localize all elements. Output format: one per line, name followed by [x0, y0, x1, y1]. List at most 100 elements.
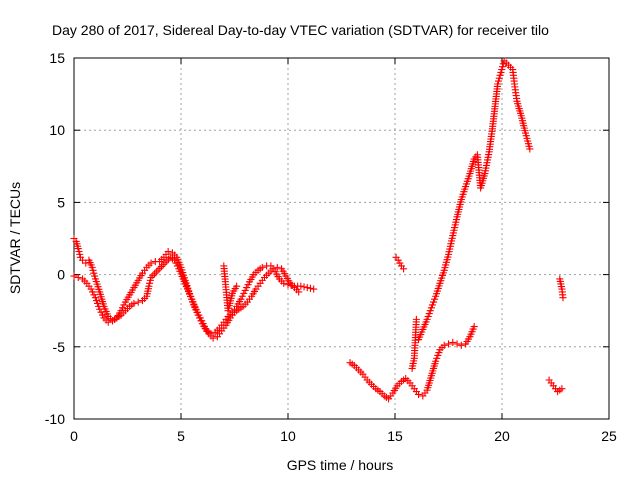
data-point [198, 317, 206, 325]
y-tick-label: -5 [53, 339, 66, 355]
data-point [452, 218, 460, 226]
data-point [438, 271, 447, 280]
data-point [146, 279, 154, 287]
data-point [79, 256, 87, 264]
data-point [193, 308, 201, 316]
data-point [74, 245, 82, 253]
data-point [269, 265, 277, 273]
data-point [457, 195, 465, 204]
data-point [470, 323, 478, 331]
data-point [494, 80, 502, 88]
data-point [445, 248, 453, 256]
data-point [172, 259, 180, 267]
data-point [499, 60, 507, 68]
axis-ticks: 0 5 10 15 20 25 -10 -5 0 5 10 15 [45, 50, 617, 444]
data-point [196, 314, 204, 322]
data-point [440, 341, 448, 349]
data-point [434, 284, 442, 293]
data-point [462, 180, 471, 188]
y-tick-label: 15 [49, 50, 65, 66]
data-point [412, 315, 420, 323]
data-point [432, 292, 440, 300]
data-point [431, 295, 439, 303]
data-point [451, 221, 459, 229]
data-point [525, 142, 533, 150]
data-point [89, 266, 97, 274]
y-tick-label: 10 [49, 122, 65, 138]
data-point [460, 188, 468, 196]
data-point [498, 66, 506, 74]
data-point [429, 298, 438, 306]
x-tick-label: 10 [280, 428, 296, 444]
data-point [450, 226, 458, 234]
data-point [496, 71, 504, 79]
data-point [70, 272, 78, 280]
data-point [195, 311, 203, 319]
data-point [524, 137, 532, 145]
data-point [438, 274, 446, 282]
data-point [240, 289, 248, 297]
data-point [95, 285, 103, 293]
data-point [463, 177, 471, 185]
data-point [104, 318, 112, 326]
data-point [446, 245, 454, 253]
data-point [92, 277, 100, 286]
data-point [92, 297, 101, 305]
data-point [88, 263, 96, 271]
data-point [297, 282, 305, 290]
data-point [91, 275, 99, 283]
data-point [464, 175, 472, 183]
data-point [295, 288, 303, 296]
data-point [449, 232, 457, 240]
data-point [465, 172, 473, 180]
data-point [447, 240, 455, 248]
x-axis-label: GPS time / hours [287, 457, 394, 473]
y-tick-label: -10 [45, 411, 65, 427]
data-point [442, 261, 450, 269]
data-point [432, 290, 441, 298]
data-point [91, 272, 99, 280]
data-point [300, 283, 308, 291]
x-tick-label: 25 [601, 428, 617, 444]
data-point [495, 74, 503, 82]
data-point [423, 315, 431, 323]
data-point [523, 134, 531, 142]
data-point [432, 357, 440, 365]
data-point [145, 282, 153, 290]
data-point [452, 215, 460, 224]
data-point [448, 237, 456, 245]
data-point [171, 256, 179, 264]
chart-title: Day 280 of 2017, Sidereal Day-to-day VTE… [52, 22, 549, 38]
data-point [93, 299, 102, 308]
data-points [70, 57, 567, 403]
data-point [444, 340, 453, 348]
data-point [209, 334, 217, 342]
data-point [494, 77, 503, 85]
data-point [449, 229, 457, 237]
data-point [120, 301, 128, 309]
y-axis-label: SDTVAR / TECUs [7, 182, 23, 294]
data-point [244, 281, 252, 289]
data-point [451, 224, 459, 232]
data-point [433, 287, 441, 295]
x-tick-label: 5 [177, 428, 185, 444]
data-point [90, 291, 98, 299]
data-point [457, 341, 465, 349]
data-point [428, 301, 436, 309]
data-point [93, 280, 101, 288]
data-point [448, 234, 456, 242]
data-point [241, 286, 249, 295]
data-point [88, 288, 97, 296]
data-point [146, 276, 154, 284]
data-point [444, 253, 452, 261]
data-point [243, 284, 251, 292]
data-point [94, 283, 102, 291]
data-point [497, 68, 505, 76]
data-point [449, 338, 457, 347]
data-point [303, 284, 311, 292]
data-point [87, 285, 95, 293]
data-point [273, 263, 281, 271]
data-point [98, 311, 107, 319]
data-point [521, 129, 530, 137]
